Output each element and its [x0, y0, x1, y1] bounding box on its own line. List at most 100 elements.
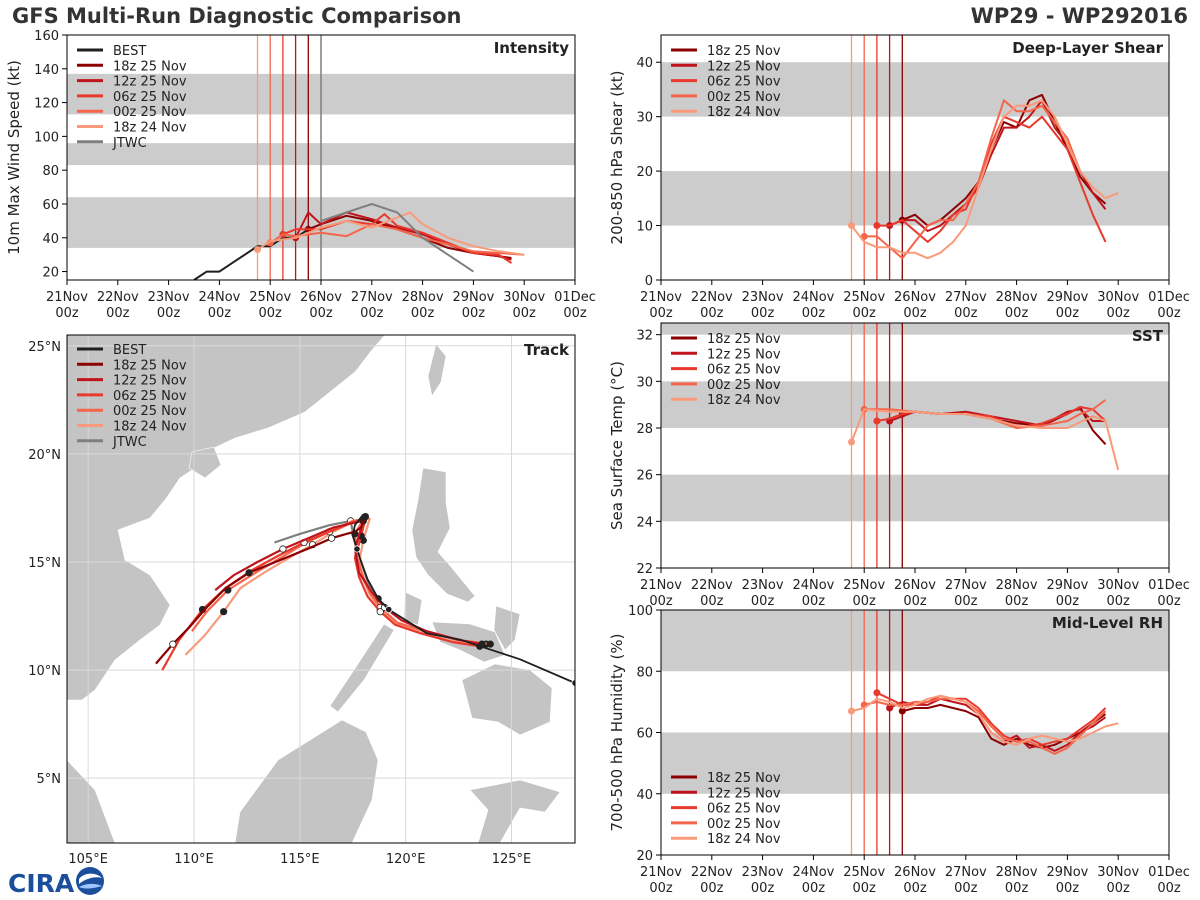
- sst-xtick-label: 24Nov: [792, 578, 834, 593]
- intensity-xtick-label: 26Nov: [300, 290, 342, 305]
- track-point-00z-25-nov: [486, 640, 494, 648]
- sst-ytick-label: 28: [636, 422, 653, 437]
- track-series-best: [351, 513, 575, 684]
- sst-xtick-label: 27Nov: [945, 578, 987, 593]
- shear-xtick-label: 01Dec: [1148, 290, 1190, 305]
- rh-xtick-label: 28Nov: [996, 865, 1038, 880]
- track-lines: [155, 512, 575, 687]
- sst-xtick-label: 26Nov: [894, 578, 936, 593]
- intensity-xtick-label-hour: 00z: [55, 306, 79, 321]
- intensity-ytick-label: 160: [34, 29, 59, 44]
- rh-xtick-label: 23Nov: [742, 865, 784, 880]
- track-lat-tick-label: 10°N: [28, 664, 61, 679]
- rh-xtick-label-hour: 00z: [751, 881, 775, 896]
- track-legend-label: 18z 25 Nov: [113, 358, 187, 373]
- intensity-xtick-label-hour: 00z: [513, 306, 537, 321]
- track-point-12z-25-nov: [279, 545, 287, 553]
- rh-xtick-label: 29Nov: [1046, 865, 1088, 880]
- rh-xtick-label: 25Nov: [843, 865, 885, 880]
- rh-ytick-label: 100: [628, 604, 653, 619]
- taiwan-island: [427, 343, 447, 397]
- rh-band-1: [661, 610, 1169, 672]
- rh-xtick-label: 27Nov: [945, 865, 987, 880]
- shear-ylabel: 200-850 hPa Shear (kt): [608, 71, 626, 245]
- rh-ytick-label: 60: [636, 727, 653, 742]
- intensity-legend-label: 12z 25 Nov: [113, 75, 187, 90]
- intensity-legend-label: 18z 24 Nov: [113, 121, 187, 136]
- track-point-best: [353, 545, 361, 553]
- rh-start-point-18z-25-nov: [898, 707, 906, 715]
- intensity-xtick-label-hour: 00z: [462, 306, 486, 321]
- intensity-ylabel: 10m Max Wind Speed (kt): [5, 60, 23, 255]
- sst-xtick-label-hour: 00z: [954, 594, 978, 609]
- sst-ytick-label: 24: [636, 515, 653, 530]
- sst-legend-label: 18z 24 Nov: [707, 393, 781, 408]
- shear-xtick-label: 22Nov: [691, 290, 733, 305]
- sst-start-point-18z-24-nov: [848, 438, 855, 446]
- shear-xtick-label-hour: 00z: [1056, 306, 1080, 321]
- shear-ytick-label: 10: [636, 220, 653, 235]
- shear-xtick-label-hour: 00z: [1157, 306, 1181, 321]
- track-legend-label: JTWC: [112, 435, 147, 450]
- intensity-xtick-label: 22Nov: [97, 290, 139, 305]
- shear-ytick-label: 30: [636, 111, 653, 126]
- shear-xtick-label: 23Nov: [742, 290, 784, 305]
- luzon-island: [411, 467, 476, 603]
- intensity-xtick-label: 23Nov: [148, 290, 190, 305]
- shear-title: Deep-Layer Shear: [1012, 39, 1163, 57]
- sst-series-18z-24-nov: [850, 408, 1120, 471]
- storm-id: WP29 - WP292016: [970, 4, 1188, 28]
- sst-xtick-label: 30Nov: [1097, 578, 1139, 593]
- track-legend-label: BEST: [113, 343, 146, 358]
- rh-legend-label: 06z 25 Nov: [707, 802, 781, 817]
- intensity-ytick-label: 20: [42, 266, 59, 281]
- intensity-xtick-label-hour: 00z: [360, 306, 384, 321]
- shear-xtick-label: 26Nov: [894, 290, 936, 305]
- intensity-ytick-label: 120: [34, 97, 59, 112]
- intensity-xtick-label: 30Nov: [503, 290, 545, 305]
- track-tick-labels: 105°E 110°E 115°E 120°E 125°E 5°N 10°N 15°N 20°N…: [28, 340, 531, 867]
- sst-xtick-label: 28Nov: [996, 578, 1038, 593]
- track-lat-tick-label: 25°N: [28, 340, 61, 355]
- sst-xtick-label-hour: 00z: [649, 594, 673, 609]
- shear-xtick-label: 29Nov: [1046, 290, 1088, 305]
- sst-ytick-label: 22: [636, 562, 653, 577]
- shear-start-point-18z-24-nov: [848, 222, 855, 230]
- sst-xtick-label: 21Nov: [640, 578, 682, 593]
- sst-xtick-label-hour: 00z: [751, 594, 775, 609]
- sst-xtick-label-hour: 00z: [700, 594, 724, 609]
- rh-legend-label: 00z 25 Nov: [707, 817, 781, 832]
- track-legend-label: 00z 25 Nov: [113, 404, 187, 419]
- shear-legend-label: 06z 25 Nov: [707, 75, 781, 90]
- borneo-island: [234, 719, 379, 843]
- rh-series-00z-25-nov: [863, 697, 1107, 755]
- cira-logo: CIRA: [8, 867, 104, 898]
- sst-xtick-label-hour: 00z: [1005, 594, 1029, 609]
- shear-xtick-label-hour: 00z: [649, 306, 673, 321]
- rh-ytick-label: 40: [636, 788, 653, 803]
- sst-title: SST: [1132, 327, 1164, 345]
- sst-xtick-label-hour: 00z: [1056, 594, 1080, 609]
- sst-xtick-label-hour: 00z: [1157, 594, 1181, 609]
- intensity-ytick-label: 100: [34, 130, 59, 145]
- shear-ytick-label: 0: [645, 274, 653, 289]
- sst-xtick-label-hour: 00z: [802, 594, 826, 609]
- track-lat-tick-label: 15°N: [28, 556, 61, 571]
- track-point-06z-25-nov: [376, 608, 384, 616]
- shear-xtick-label: 24Nov: [792, 290, 834, 305]
- sst-xtick-label-hour: 00z: [1107, 594, 1131, 609]
- shear-legend-label: 12z 25 Nov: [707, 59, 781, 74]
- rh-ytick-label: 20: [636, 849, 653, 864]
- rh-xtick-label: 22Nov: [691, 865, 733, 880]
- track-legend-label: 06z 25 Nov: [113, 389, 187, 404]
- sst-ytick-label: 30: [636, 375, 653, 390]
- shear-xtick-label: 25Nov: [843, 290, 885, 305]
- intensity-xtick-label-hour: 00z: [563, 306, 587, 321]
- intensity-xtick-label-hour: 00z: [259, 306, 283, 321]
- sst-xtick-label: 22Nov: [691, 578, 733, 593]
- intensity-ytick-label: 40: [42, 232, 59, 247]
- track-point-18z-24-nov: [220, 608, 228, 616]
- track-point-18z-25-nov: [327, 534, 336, 542]
- intensity-xtick-label: 21Nov: [46, 290, 88, 305]
